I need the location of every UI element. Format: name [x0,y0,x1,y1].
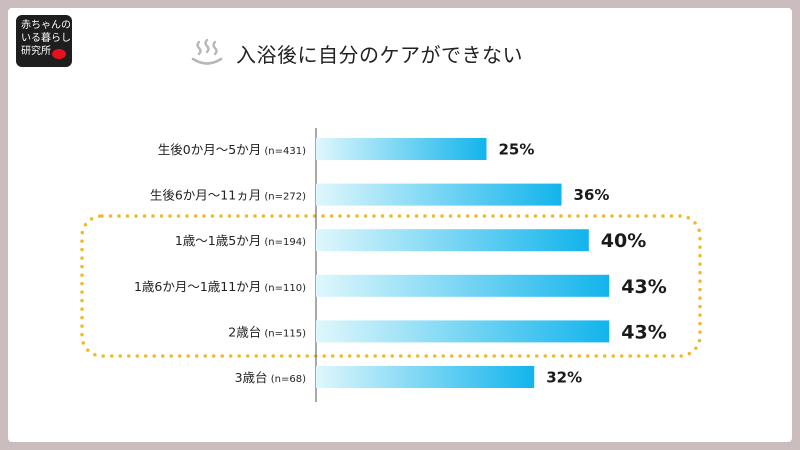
bar-5 [316,366,535,388]
bar-3 [316,274,610,297]
highlight-box [80,214,702,358]
logo-line: 赤ちゃんの [21,20,71,31]
logo-line: いる暮らし [21,33,71,44]
value-label-1: 36% [574,186,610,204]
bar-2 [316,229,589,252]
sample-size: (n=115) [261,328,306,339]
sample-size: (n=431) [261,146,306,157]
category-name: 1歳6か月〜1歳11か月 [134,279,261,294]
category-label-0: 生後0か月〜5か月 (n=431) [158,142,306,157]
category-name: 生後6か月〜11ヵ月 [150,188,261,203]
value-label-4: 43% [621,321,666,343]
logo-line: 研究所 [21,46,51,57]
bar-1 [316,183,562,206]
logo-red-dot [52,49,66,59]
category-name: 3歳台 [235,370,268,385]
category-name: 生後0か月〜5か月 [158,142,261,157]
brand-logo: 赤ちゃんの いる暮らし 研究所 [16,15,72,67]
hot-spring-icon [191,38,223,65]
category-name: 2歳台 [228,324,261,339]
chart-header: 入浴後に自分のケアができない [190,36,523,70]
value-label-0: 25% [499,141,535,159]
sample-size: (n=68) [268,374,307,385]
value-label-2: 40% [601,230,646,252]
category-label-4: 2歳台 (n=115) [228,324,306,339]
bar-0 [316,138,487,160]
category-label-2: 1歳〜1歳5か月 (n=194) [175,233,306,248]
sample-size: (n=110) [261,283,306,294]
category-label-5: 3歳台 (n=68) [235,370,306,385]
bar-4 [316,320,610,343]
category-label-3: 1歳6か月〜1歳11か月 (n=110) [134,279,306,294]
value-label-3: 43% [621,276,666,298]
sample-size: (n=194) [261,237,306,248]
category-name: 1歳〜1歳5か月 [175,233,261,248]
page-title: 入浴後に自分のケアができない [236,42,523,67]
category-label-1: 生後6か月〜11ヵ月 (n=272) [150,188,306,203]
value-label-5: 32% [546,369,582,387]
sample-size: (n=272) [261,192,306,203]
